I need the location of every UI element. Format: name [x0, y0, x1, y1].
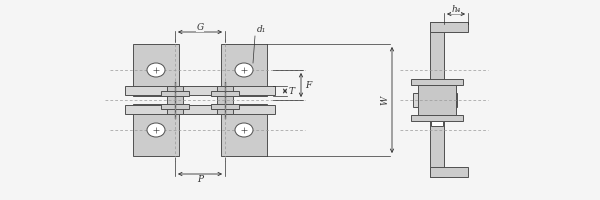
Bar [161, 91, 189, 96]
Bar [430, 22, 468, 32]
Text: h₄: h₄ [451, 4, 461, 14]
Bar [217, 86, 233, 114]
Text: T: T [289, 86, 295, 96]
Text: F: F [305, 80, 311, 90]
Ellipse shape [147, 123, 165, 137]
Bar [221, 44, 267, 96]
Bar [161, 104, 189, 109]
Bar [133, 44, 179, 96]
Bar [133, 104, 179, 156]
Bar [211, 91, 239, 96]
Ellipse shape [235, 123, 253, 137]
Bar [221, 104, 267, 156]
Text: W: W [380, 95, 389, 105]
Bar [211, 104, 239, 109]
Bar [167, 86, 183, 114]
Bar [430, 167, 468, 177]
Ellipse shape [147, 63, 165, 77]
Bar [125, 86, 275, 95]
Bar [411, 79, 463, 85]
Text: d₁: d₁ [257, 25, 266, 34]
Bar [413, 93, 457, 107]
Bar [431, 121, 443, 126]
Bar [125, 105, 275, 114]
Bar [411, 115, 463, 121]
Text: G: G [196, 22, 203, 31]
Bar [418, 85, 456, 115]
Bar [430, 22, 444, 177]
Text: P: P [197, 176, 203, 184]
Ellipse shape [235, 63, 253, 77]
